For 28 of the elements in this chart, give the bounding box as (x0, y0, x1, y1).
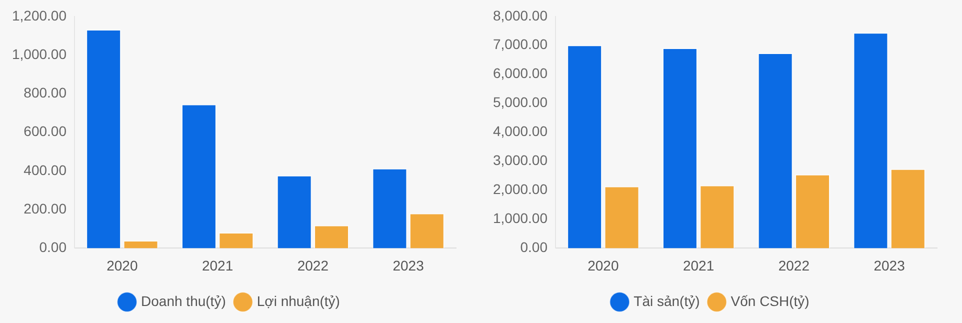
y-tick-label: 2,000.00 (492, 181, 548, 198)
x-tick-label: 2023 (392, 257, 424, 274)
y-tick-label: 3,000.00 (492, 152, 548, 168)
x-tick-label: 2021 (682, 257, 714, 274)
x-tick-label: 2022 (778, 257, 810, 274)
x-tick-label: 2020 (588, 257, 619, 274)
y-tick-label: 1,200.00 (12, 7, 67, 24)
y-tick-label: 400.00 (24, 162, 67, 178)
y-tick-label: 5,000.00 (492, 94, 548, 110)
y-tick-label: 1,000.00 (12, 46, 67, 62)
y-tick-label: 1,000.00 (492, 210, 548, 226)
y-tick-label: 8,000.00 (492, 7, 548, 24)
y-tick-label: 6,000.00 (492, 65, 548, 82)
legend-label: Vốn CSH(tỷ) (730, 292, 810, 309)
y-tick-label: 4,000.00 (492, 123, 548, 140)
x-tick-label: 2021 (202, 257, 234, 274)
legend-label: Doanh thu(tỷ) (141, 292, 226, 309)
y-tick-label: 0.00 (39, 239, 67, 256)
y-tick-label: 600.00 (24, 123, 67, 140)
x-tick-label: 2023 (874, 257, 906, 274)
y-tick-label: 800.00 (24, 84, 67, 101)
x-tick-label: 2022 (297, 257, 329, 274)
legend-label: Tài sản(tỷ) (634, 292, 700, 309)
y-tick-label: 7,000.00 (492, 36, 548, 52)
legend-label: Lợi nhuận(tỷ) (256, 292, 340, 309)
y-tick-label: 200.00 (24, 200, 67, 216)
x-tick-label: 2020 (106, 257, 138, 274)
y-tick-label: 0.00 (520, 239, 548, 256)
